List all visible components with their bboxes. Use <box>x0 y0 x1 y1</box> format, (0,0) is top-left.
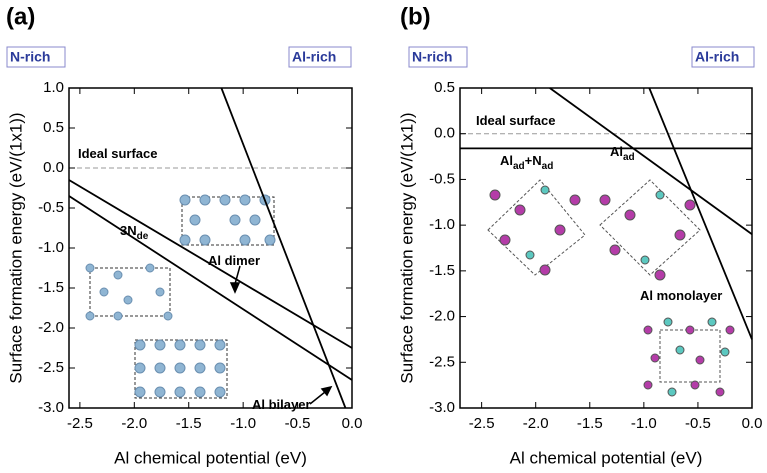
x-axis-title: Al chemical potential (eV) <box>114 448 307 467</box>
x-tick-label: -0.5 <box>685 415 711 432</box>
annotation-text: Al dimer <box>208 253 260 268</box>
annotation: Al bilayer <box>252 397 311 412</box>
annotation-subscript: ad <box>623 152 635 163</box>
structure-b3 <box>644 318 734 396</box>
structure-a2 <box>86 264 172 320</box>
annotation: Ideal surface <box>78 146 158 161</box>
y-axis-title: Surface formation energy (eV/(1x1)) <box>6 112 25 383</box>
annotation-text: Ideal surface <box>78 146 158 161</box>
y-tick-label: -2.5 <box>429 353 455 370</box>
annotation-subscript: ad <box>542 161 554 172</box>
y-tick-label: 1.0 <box>43 79 64 96</box>
y-tick-label: -2.5 <box>38 359 64 376</box>
structure-b2 <box>600 180 700 280</box>
plot-frame <box>69 88 352 408</box>
energy-line <box>69 196 352 380</box>
y-tick-label: -0.5 <box>38 199 64 216</box>
y-axis-title: Surface formation energy (eV/(1x1)) <box>397 112 416 383</box>
panel-title: (a) <box>6 3 35 30</box>
annotation-subscript: ad <box>513 161 525 172</box>
y-tick-label: -2.0 <box>38 319 64 336</box>
y-tick-label: 0.5 <box>43 119 64 136</box>
x-tick-label: -2.5 <box>67 415 93 432</box>
annotation-text: Al bilayer <box>252 397 311 412</box>
annotation: Al dimer <box>208 253 260 268</box>
y-tick-label: -1.0 <box>38 239 64 256</box>
x-tick-label: 0.0 <box>342 415 363 432</box>
y-tick-label: 0.5 <box>434 79 455 96</box>
panel-title: (b) <box>400 3 431 30</box>
region-label: N-rich <box>412 49 452 65</box>
x-axis-title: Al chemical potential (eV) <box>510 448 703 467</box>
y-tick-label: -0.5 <box>429 170 455 187</box>
x-tick-label: -1.5 <box>577 415 603 432</box>
energy-line <box>221 88 345 408</box>
y-tick-label: -1.5 <box>38 279 64 296</box>
region-label: Al-rich <box>292 49 336 65</box>
y-tick-label: 0.0 <box>434 125 455 142</box>
structure-b1 <box>488 180 585 275</box>
region-label: Al-rich <box>695 49 739 65</box>
annotation: Alad+Nad <box>500 153 553 171</box>
annotation-subscript: de <box>137 231 149 242</box>
plot-frame <box>460 88 752 408</box>
y-tick-label: -1.5 <box>429 262 455 279</box>
structure-a1 <box>180 195 275 245</box>
annotation-text: Al <box>610 144 623 159</box>
arrows <box>231 266 331 404</box>
x-tick-label: -1.5 <box>176 415 202 432</box>
annotation: Al monolayer <box>640 288 722 303</box>
x-tick-label: -1.0 <box>631 415 657 432</box>
structure-a3 <box>135 340 227 398</box>
x-tick-label: -2.5 <box>469 415 495 432</box>
annotation-text: Al <box>500 153 513 168</box>
region-label: N-rich <box>10 49 50 65</box>
y-tick-label: -3.0 <box>38 399 64 416</box>
figure: (a) N-rich Al-rich 1.0 0.5 0.0 -0.5 -1.0 -1.5 -2.… <box>0 0 767 473</box>
x-tick-label: 0.0 <box>742 415 763 432</box>
annotation-text: Ideal surface <box>476 113 556 128</box>
y-tick-label: 0.0 <box>43 159 64 176</box>
y-tick-label: -3.0 <box>429 399 455 416</box>
x-tick-label: -2.0 <box>121 415 147 432</box>
x-tick-label: -0.5 <box>285 415 311 432</box>
annotation-text: Al monolayer <box>640 288 722 303</box>
annotation: Ideal surface <box>476 113 556 128</box>
x-tick-label: -1.0 <box>230 415 256 432</box>
energy-line <box>550 88 752 234</box>
y-tick-label: -2.0 <box>429 308 455 325</box>
annotation-text: 3N <box>120 223 137 238</box>
x-tick-label: -2.0 <box>523 415 549 432</box>
annotation-text: +N <box>525 153 542 168</box>
y-tick-label: -1.0 <box>429 216 455 233</box>
